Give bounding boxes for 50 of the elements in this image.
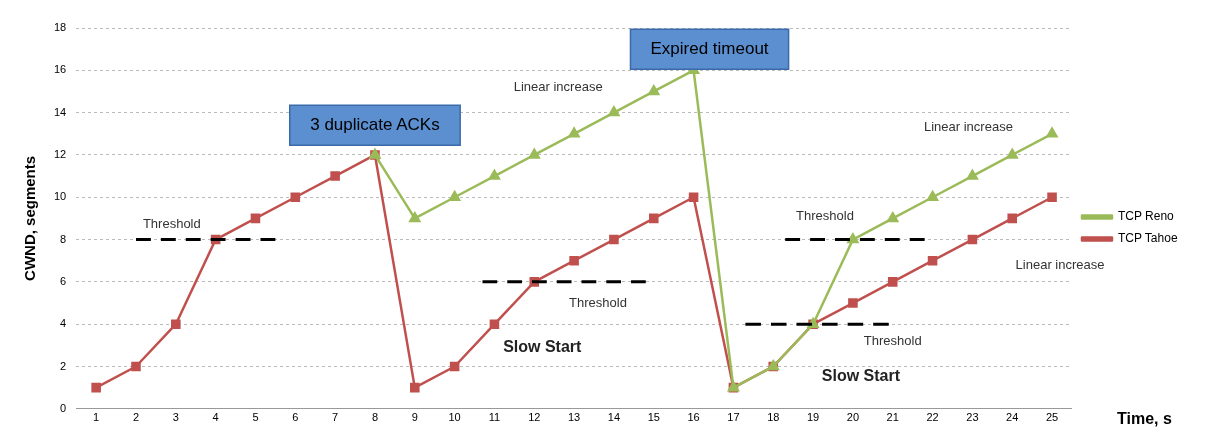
annotation: Threshold	[796, 207, 854, 223]
x-tick-label: 10	[448, 411, 461, 424]
annotation: Threshold	[142, 216, 201, 232]
y-tick-label: 10	[53, 190, 67, 203]
y-tick-label: 16	[53, 63, 67, 76]
x-tick-label: 6	[292, 411, 299, 424]
y-tick-label: 14	[53, 105, 67, 118]
x-tick-label: 4	[212, 411, 219, 424]
y-tick-label: 4	[60, 317, 67, 330]
x-tick-label: 18	[767, 411, 780, 424]
y-tick-label: 0	[60, 401, 67, 414]
x-tick-label: 14	[607, 411, 621, 424]
x-tick-label: 2	[132, 411, 140, 424]
annotation: Linear increase	[1015, 256, 1105, 272]
x-tick-label: 3	[172, 411, 179, 424]
x-tick-label: 17	[727, 411, 740, 424]
legend-label: TCP Tahoe	[1117, 231, 1178, 246]
x-tick-label: 9	[411, 411, 418, 424]
x-tick-label: 5	[252, 411, 259, 424]
x-tick-label: 12	[528, 411, 541, 424]
y-tick-label: 6	[60, 274, 67, 287]
x-tick-label: 21	[886, 411, 899, 424]
x-tick-label: 8	[371, 411, 379, 424]
x-tick-label: 24	[1006, 411, 1019, 424]
x-tick-label: 23	[966, 411, 979, 424]
x-tick-label: 13	[567, 411, 581, 424]
y-tick-label: 12	[53, 147, 67, 160]
x-axis-title: Time, s	[1116, 410, 1172, 428]
legend-label: TCP Reno	[1117, 209, 1175, 224]
x-tick-label: 11	[488, 411, 501, 424]
annotation: Slow Start	[503, 337, 583, 355]
y-axis-title: CWND, segments	[21, 155, 39, 281]
annotation: Slow Start	[821, 367, 901, 385]
annotation: 3 duplicate ACKs	[310, 115, 440, 134]
x-tick-label: 16	[687, 411, 700, 424]
x-tick-label: 15	[647, 411, 660, 424]
annotation: Threshold	[569, 294, 627, 310]
y-tick-label: 8	[60, 232, 67, 245]
annotation: Linear increase	[923, 119, 1013, 135]
x-tick-label: 22	[926, 411, 939, 424]
annotation: Expired timeout	[650, 38, 769, 58]
x-tick-label: 25	[1045, 411, 1059, 424]
x-tick-label: 7	[332, 411, 339, 424]
x-tick-label: 1	[93, 411, 100, 424]
y-tick-label: 18	[53, 21, 67, 34]
x-tick-label: 20	[846, 411, 860, 424]
x-tick-label: 19	[806, 411, 820, 424]
annotation: Linear increase	[513, 78, 603, 94]
annotation: Threshold	[863, 332, 922, 348]
y-tick-label: 2	[60, 359, 67, 372]
